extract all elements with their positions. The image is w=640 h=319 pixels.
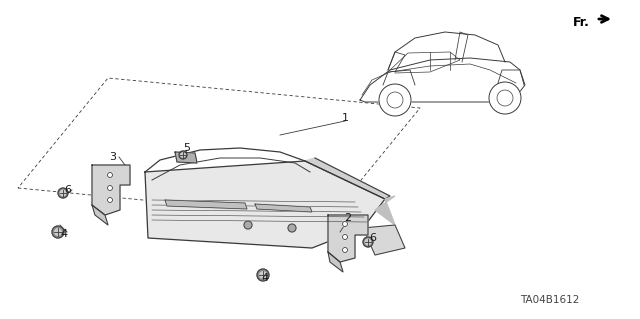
Text: 6: 6	[369, 233, 376, 243]
Circle shape	[181, 153, 185, 157]
Circle shape	[365, 239, 371, 245]
Text: 1: 1	[342, 113, 349, 123]
Circle shape	[244, 221, 252, 229]
Circle shape	[387, 92, 403, 108]
Circle shape	[489, 82, 521, 114]
Polygon shape	[255, 204, 312, 212]
Polygon shape	[92, 205, 108, 225]
Circle shape	[108, 173, 113, 177]
Circle shape	[54, 229, 61, 235]
Polygon shape	[165, 200, 247, 209]
Text: 6: 6	[65, 185, 72, 195]
Text: 5: 5	[184, 143, 191, 153]
Circle shape	[342, 221, 348, 226]
Polygon shape	[375, 196, 395, 225]
Circle shape	[60, 190, 66, 196]
Circle shape	[288, 224, 296, 232]
Polygon shape	[175, 152, 197, 163]
Polygon shape	[92, 165, 130, 215]
Circle shape	[108, 197, 113, 203]
Polygon shape	[305, 158, 390, 199]
Polygon shape	[363, 225, 405, 255]
Text: 3: 3	[109, 152, 116, 162]
Polygon shape	[328, 252, 343, 272]
Circle shape	[379, 84, 411, 116]
Circle shape	[342, 248, 348, 253]
Circle shape	[179, 151, 187, 159]
Circle shape	[497, 90, 513, 106]
Circle shape	[58, 188, 68, 198]
Polygon shape	[145, 161, 385, 248]
Circle shape	[257, 269, 269, 281]
Circle shape	[260, 272, 266, 278]
Text: Fr.: Fr.	[573, 16, 590, 28]
Circle shape	[108, 186, 113, 190]
Polygon shape	[328, 215, 368, 262]
Circle shape	[342, 234, 348, 240]
Text: 2: 2	[344, 213, 351, 223]
Text: 4: 4	[261, 273, 269, 283]
Text: TA04B1612: TA04B1612	[520, 295, 579, 305]
Circle shape	[363, 237, 373, 247]
Text: 4: 4	[60, 229, 68, 239]
Circle shape	[52, 226, 64, 238]
